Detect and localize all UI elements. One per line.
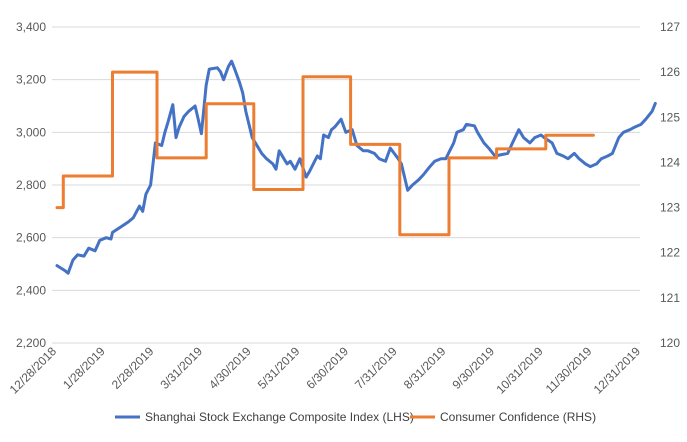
x-tick-label: 8/31/2019 <box>401 344 449 392</box>
x-tick-label: 12/28/2018 <box>7 344 60 397</box>
x-tick-label: 3/31/2019 <box>157 344 205 392</box>
right-tick-label: 125 <box>660 110 680 124</box>
x-axis: 12/28/2018 1/28/2019 2/28/2019 3/31/2019 4/3… <box>7 344 644 397</box>
x-tick-label: 5/31/2019 <box>255 344 303 392</box>
left-tick-label: 2,600 <box>16 231 46 245</box>
right-tick-label: 122 <box>660 246 680 260</box>
series-line-shanghai <box>55 59 657 275</box>
right-tick-label: 123 <box>660 201 680 215</box>
right-tick-label: 126 <box>660 65 680 79</box>
x-tick-label: 9/30/2019 <box>449 344 497 392</box>
left-tick-label: 2,200 <box>16 336 46 350</box>
left-tick-label: 3,200 <box>16 73 46 87</box>
series-layer <box>55 59 657 275</box>
left-axis: 2,200 2,400 2,600 2,800 3,000 3,200 3,400 <box>16 20 46 350</box>
right-tick-label: 127 <box>660 20 680 34</box>
legend: Shanghai Stock Exchange Composite Index … <box>115 410 596 424</box>
legend-label-shanghai: Shanghai Stock Exchange Composite Index … <box>145 410 414 424</box>
x-tick-label: 2/28/2019 <box>109 344 157 392</box>
x-tick-label: 1/28/2019 <box>60 344 108 392</box>
x-tick-label: 10/31/2019 <box>493 344 546 397</box>
x-tick-label: 12/31/2019 <box>591 344 644 397</box>
right-tick-label: 121 <box>660 291 680 305</box>
right-tick-label: 124 <box>660 155 680 169</box>
legend-label-confidence: Consumer Confidence (RHS) <box>440 410 596 424</box>
x-tick-label: 11/30/2019 <box>543 344 595 396</box>
right-axis: 120 121 122 123 124 125 126 127 <box>660 20 680 350</box>
right-tick-label: 120 <box>660 336 680 350</box>
x-tick-label: 6/30/2019 <box>303 344 351 392</box>
series-line-confidence <box>55 70 595 237</box>
gridlines <box>52 26 640 344</box>
left-tick-label: 2,400 <box>16 283 46 297</box>
x-tick-label: 4/30/2019 <box>206 344 254 392</box>
left-tick-label: 3,400 <box>16 20 46 34</box>
x-tick-label: 7/31/2019 <box>352 344 400 392</box>
left-tick-label: 2,800 <box>16 178 46 192</box>
left-tick-label: 3,000 <box>16 125 46 139</box>
